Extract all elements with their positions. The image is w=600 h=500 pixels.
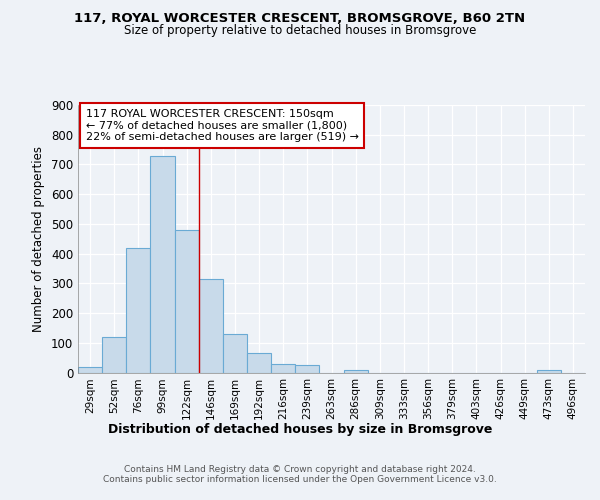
Text: 117 ROYAL WORCESTER CRESCENT: 150sqm
← 77% of detached houses are smaller (1,800: 117 ROYAL WORCESTER CRESCENT: 150sqm ← 7… bbox=[86, 109, 359, 142]
Text: Distribution of detached houses by size in Bromsgrove: Distribution of detached houses by size … bbox=[108, 422, 492, 436]
Bar bbox=[126, 248, 151, 372]
Text: 117, ROYAL WORCESTER CRESCENT, BROMSGROVE, B60 2TN: 117, ROYAL WORCESTER CRESCENT, BROMSGROV… bbox=[74, 12, 526, 26]
Bar bbox=[537, 370, 561, 372]
Bar bbox=[247, 353, 271, 372]
Bar bbox=[223, 334, 247, 372]
Bar bbox=[271, 364, 295, 372]
Text: Size of property relative to detached houses in Bromsgrove: Size of property relative to detached ho… bbox=[124, 24, 476, 37]
Bar bbox=[175, 230, 199, 372]
Bar bbox=[151, 156, 175, 372]
Y-axis label: Number of detached properties: Number of detached properties bbox=[32, 146, 46, 332]
Bar bbox=[102, 337, 126, 372]
Bar bbox=[199, 279, 223, 372]
Bar bbox=[295, 365, 319, 372]
Bar bbox=[344, 370, 368, 372]
Text: Contains HM Land Registry data © Crown copyright and database right 2024.
Contai: Contains HM Land Registry data © Crown c… bbox=[103, 465, 497, 484]
Bar bbox=[78, 366, 102, 372]
